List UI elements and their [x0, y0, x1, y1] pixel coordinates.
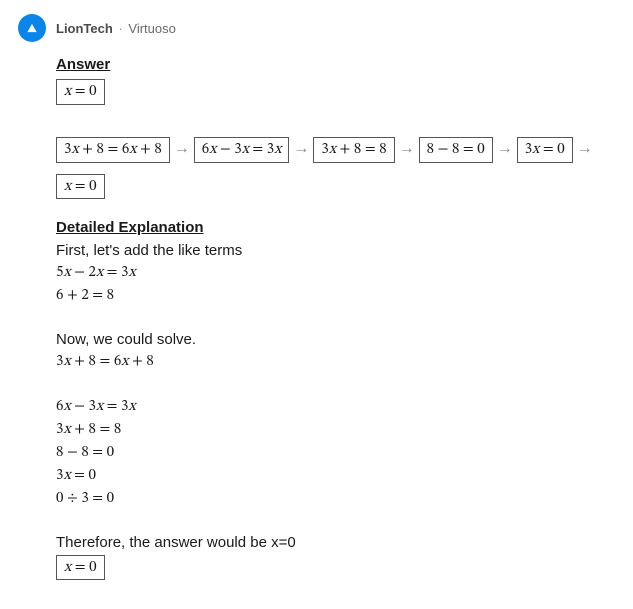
username[interactable]: LionTech	[56, 21, 113, 36]
math-line: 3x + 8 = 6x + 8	[56, 352, 615, 371]
arrow-icon: →	[497, 131, 513, 168]
solve-intro: Now, we could solve.	[56, 331, 615, 348]
math-line: 0 ÷ 3 = 0	[56, 489, 615, 508]
flow-step: 8 − 8 = 0	[419, 137, 493, 163]
final-boxed: x = 0	[56, 555, 105, 581]
explanation-title: Detailed Explanation	[56, 219, 615, 236]
solve-steps-list: 3x + 8 = 6x + 8 6x − 3x = 3x 3x + 8 = 8 8 −…	[56, 352, 615, 508]
user-line: LionTech · Virtuoso	[56, 21, 176, 36]
math-line: 6x − 3x = 3x	[56, 397, 615, 416]
post-content: Answer x = 0 3x + 8 = 6x + 8→6x − 3x = 3…	[18, 56, 615, 580]
math-line: 8 − 8 = 0	[56, 443, 615, 462]
explanation-intro: First, let's add the like terms	[56, 242, 615, 259]
triangle-up-icon	[25, 21, 39, 35]
flow-step: 3x + 8 = 6x + 8	[56, 137, 170, 163]
blank-line	[56, 375, 615, 393]
flow-step: 3x = 0	[517, 137, 573, 163]
arrow-icon: →	[399, 131, 415, 168]
avatar[interactable]	[18, 14, 46, 42]
math-line: 3x + 8 = 8	[56, 420, 615, 439]
flow-step: x = 0	[56, 174, 105, 200]
flow-step: 6x − 3x = 3x	[194, 137, 290, 163]
math-line: 5x − 2x = 3x	[56, 263, 615, 282]
arrow-icon: →	[577, 131, 593, 168]
arrow-icon: →	[293, 131, 309, 168]
answer-section: Answer x = 0	[56, 56, 615, 105]
post-header: LionTech · Virtuoso	[18, 14, 615, 42]
conclusion-text: Therefore, the answer would be x=0	[56, 534, 615, 551]
answer-boxed: x = 0	[56, 79, 105, 105]
answer-title: Answer	[56, 56, 615, 73]
math-line: 6 + 2 = 8	[56, 286, 615, 305]
flow-step: 3x + 8 = 8	[313, 137, 394, 163]
solution-flow: 3x + 8 = 6x + 8→6x − 3x = 3x→3x + 8 = 8→…	[56, 131, 615, 205]
separator: ·	[118, 21, 122, 36]
like-terms-list: 5x − 2x = 3x 6 + 2 = 8	[56, 263, 615, 305]
math-line: 3x = 0	[56, 466, 615, 485]
arrow-icon: →	[174, 131, 190, 168]
user-role: Virtuoso	[128, 21, 175, 36]
